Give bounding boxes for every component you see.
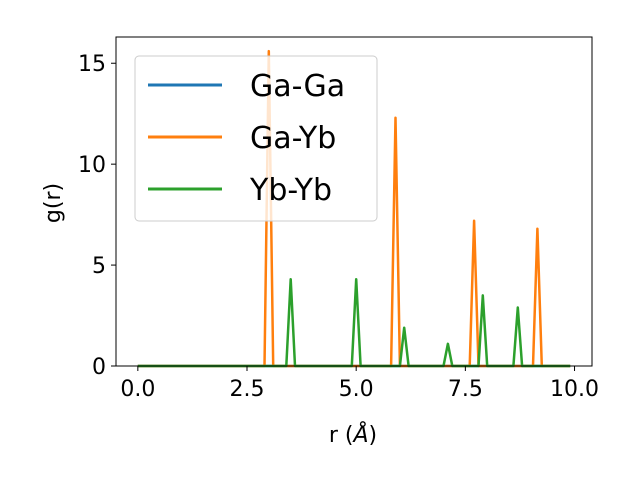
x-tick-label: 0.0 [120,377,155,402]
legend: Ga-Ga Ga-Yb Yb-Yb [134,55,378,222]
series-line-yb-yb [137,277,571,368]
y-axis: 0 5 10 15 [78,52,116,380]
x-axis-label: r (Å) [329,421,377,448]
y-tick-label: 5 [92,254,106,279]
y-tick-label: 0 [92,355,106,380]
y-tick-label: 10 [78,153,106,178]
legend-label-ga-yb: Ga-Yb [250,121,336,156]
x-tick-label: 5.0 [339,377,374,402]
x-axis: 0.0 2.5 5.0 7.5 10.0 [120,366,599,402]
y-tick-label: 15 [78,52,106,77]
legend-label-ga-ga: Ga-Ga [250,69,345,104]
x-tick-label: 10.0 [550,377,599,402]
x-tick-label: 7.5 [448,377,483,402]
legend-label-yb-yb: Yb-Yb [249,173,332,208]
y-axis-label: g(r) [41,183,66,223]
plot-frame [115,36,593,367]
x-tick-label: 2.5 [230,377,265,402]
legend-box [134,55,378,222]
